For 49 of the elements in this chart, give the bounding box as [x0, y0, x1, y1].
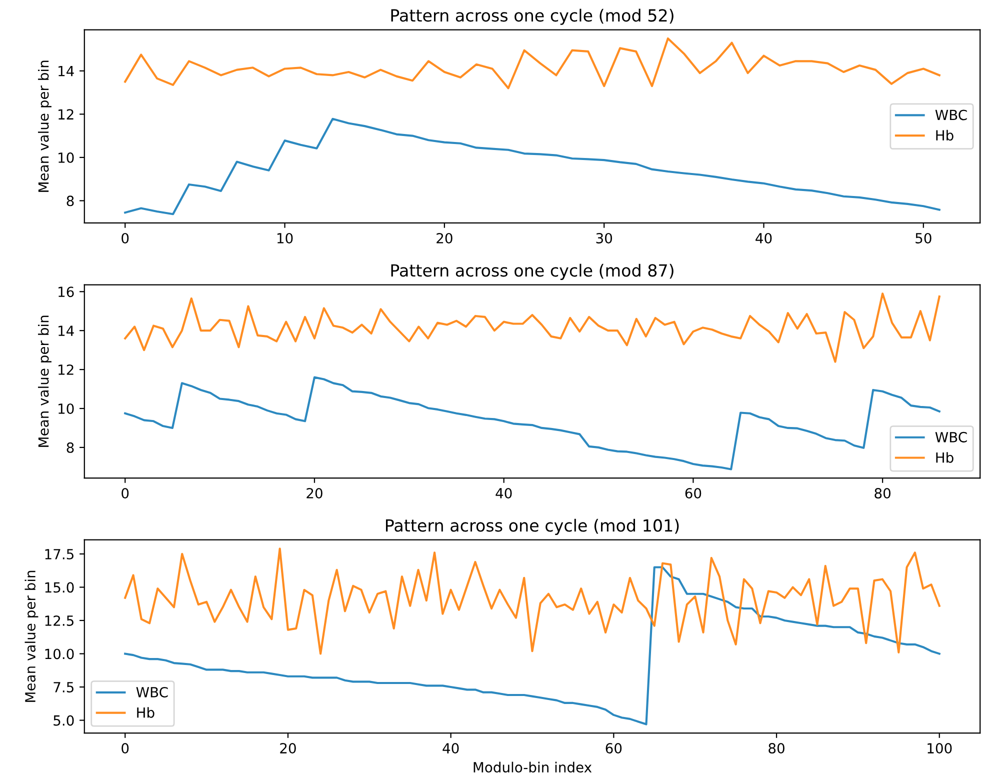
- x-tick-label: 0: [122, 232, 129, 244]
- y-tick-label: 14: [58, 66, 74, 76]
- x-tick-label: 100: [928, 743, 952, 754]
- x-tick-label: 60: [606, 743, 622, 754]
- x-tick-label: 0: [122, 488, 129, 498]
- y-tick-label: 14: [58, 326, 74, 336]
- y-tick-label: 16: [58, 286, 74, 298]
- x-tick-label: 40: [496, 488, 512, 498]
- y-tick-label: 8: [66, 442, 74, 453]
- x-tick-label: 80: [768, 743, 784, 754]
- y-tick-label: 8: [66, 196, 74, 206]
- x-tick-label: 80: [874, 488, 890, 498]
- y-axis-title: Mean value per bin: [38, 316, 52, 447]
- x-tick-label: 0: [122, 743, 129, 754]
- y-tick-label: 7.5: [54, 682, 74, 692]
- legend-label: Hb: [936, 130, 954, 141]
- legend-label: WBC: [136, 686, 168, 698]
- chart-title: Pattern across one cycle (mod 101): [386, 518, 679, 535]
- legend-label: WBC: [935, 432, 967, 442]
- line-series: [124, 292, 940, 363]
- y-tick-label: 12.5: [45, 615, 74, 626]
- chart-title: Pattern across one cycle (mod 52): [391, 8, 674, 25]
- y-tick-label: 15.0: [45, 582, 74, 593]
- y-tick-label: 17.5: [45, 549, 74, 560]
- y-tick-label: 5.0: [54, 715, 74, 726]
- x-tick-label: 30: [596, 232, 612, 244]
- y-tick-label: 10.0: [45, 648, 74, 660]
- legend-label: WBC: [935, 110, 967, 120]
- x-tick-label: 60: [685, 488, 702, 498]
- x-tick-label: 50: [916, 232, 932, 244]
- x-tick-label: 20: [436, 232, 452, 244]
- y-tick-label: 10: [58, 403, 74, 414]
- line-series: [124, 548, 940, 655]
- line-series: [124, 37, 940, 90]
- x-tick-label: 10: [277, 232, 293, 244]
- legend-label: Hb: [137, 707, 154, 718]
- y-tick-label: 12: [58, 109, 74, 120]
- x-tick-label: 40: [442, 743, 459, 754]
- x-tick-label: 40: [756, 232, 772, 244]
- x-axis-title: Modulo-bin index: [474, 762, 592, 773]
- line-series: [124, 566, 940, 726]
- x-tick-label: 20: [306, 488, 322, 498]
- y-tick-label: 12: [58, 364, 74, 375]
- y-tick-label: 10: [58, 152, 74, 163]
- legend-label: Hb: [936, 452, 954, 463]
- y-axis-title: Mean value per bin: [24, 570, 38, 702]
- y-axis-title: Mean value per bin: [38, 60, 52, 192]
- x-tick-label: 20: [280, 743, 296, 754]
- chart-title: Pattern across one cycle (mod 87): [391, 264, 674, 280]
